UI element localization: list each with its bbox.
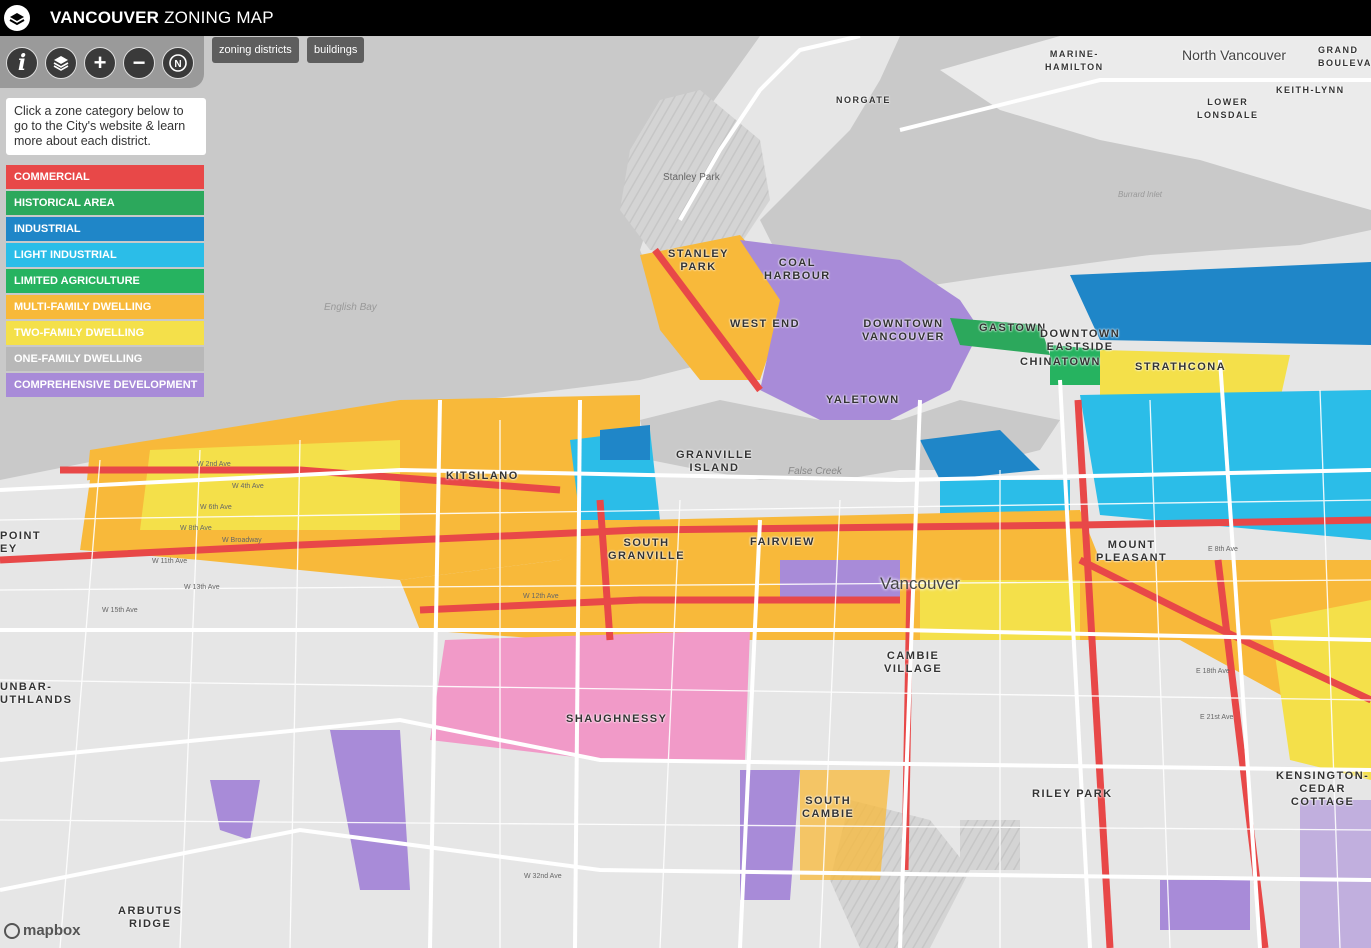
legend-item-limited-agriculture[interactable]: LIMITED AGRICULTURE [6,269,204,293]
zoom-out-button[interactable]: − [123,47,155,79]
street-label: E 8th Ave [1208,546,1238,553]
label-downtown: DOWNTOWN VANCOUVER [862,318,945,343]
street-label: W 6th Ave [200,504,232,511]
plus-icon: + [93,50,107,75]
layers-icon [53,56,69,71]
minus-icon: − [132,50,146,75]
street-label: W Broadway [222,537,262,544]
street-label: E 18th Ave [1196,668,1230,675]
label-fairview: FAIRVIEW [750,536,815,548]
label-grand-boulevard: GRANDBOULEVAR [1318,45,1371,68]
label-english-bay: English Bay [324,302,377,313]
label-arbutus-ridge: ARBUTUS RIDGE [118,905,183,930]
label-mount-pleasant: MOUNT PLEASANT [1096,539,1168,564]
label-granville-island: GRANVILLE ISLAND [676,449,754,474]
street-label: W 15th Ave [102,607,138,614]
tab-buildings[interactable]: buildings [307,37,365,63]
app-logo-icon [4,5,30,31]
shaughnessy-zone [430,630,750,760]
label-south-granville: SOUTH GRANVILLE [608,537,686,562]
info-button[interactable]: i [6,47,38,79]
tab-zoning-districts[interactable]: zoning districts [212,37,299,63]
label-shaughnessy: SHAUGHNESSY [566,713,668,725]
legend-item-light-industrial[interactable]: LIGHT INDUSTRIAL [6,243,204,267]
label-dunbar: UNBAR- UTHLANDS [0,681,73,706]
label-west-end: WEST END [730,318,801,330]
street-label: W 2nd Ave [197,461,231,468]
label-strathcona: STRATHCONA [1135,361,1227,373]
north-button[interactable]: N [162,47,194,79]
zoom-in-button[interactable]: + [84,47,116,79]
street-label: W 13th Ave [184,584,220,591]
street-label: W 12th Ave [523,593,559,600]
street-label: W 11th Ave [152,558,188,565]
label-downtown-eastside: DOWNTOWN EASTSIDE [1040,328,1121,353]
compass-icon: N [169,54,187,72]
info-icon: i [17,50,27,76]
layers-button[interactable] [45,47,77,79]
label-gastown: GASTOWN [979,322,1047,334]
label-kitsilano: KITSILANO [446,470,519,482]
street-label: W 32nd Ave [524,873,562,880]
label-burrard-inlet: Burrard Inlet [1118,190,1163,199]
label-north-vancouver: North Vancouver [1182,47,1287,63]
label-marine-hamilton: MARINE- HAMILTON [1045,49,1104,72]
app-title: VANCOUVER ZONING MAP [50,8,274,27]
label-kensington: KENSINGTON- CEDAR COTTAGE [1276,770,1370,808]
label-yaletown: YALETOWN [826,394,900,406]
zone-legend: COMMERCIAL HISTORICAL AREA INDUSTRIAL LIGHT… [6,165,204,399]
legend-item-comprehensive-development[interactable]: COMPREHENSIVE DEVELOPMENT [6,373,204,397]
label-point-grey: POINT EY [0,530,42,555]
label-lower-lonsdale: LOWER LONSDALE [1197,97,1259,120]
street-label: E 21st Ave [1200,714,1234,721]
label-coal-harbour: COAL HARBOUR [764,257,831,282]
legend-item-commercial[interactable]: COMMERCIAL [6,165,204,189]
label-vancouver: Vancouver [880,574,961,593]
legend-item-two-family-dwelling[interactable]: TWO-FAMILY DWELLING [6,321,204,345]
legend-item-industrial[interactable]: INDUSTRIAL [6,217,204,241]
legend-item-multi-family-dwelling[interactable]: MULTI-FAMILY DWELLING [6,295,204,319]
label-stanley-park: STANLEY PARK [668,248,730,273]
mapbox-attribution[interactable]: mapbox [4,922,81,939]
label-false-creek: False Creek [788,466,842,477]
label-stanley-park-place: Stanley Park [663,172,720,183]
top-bar: VANCOUVER ZONING MAP [0,0,1371,36]
street-label: W 4th Ave [232,483,264,490]
info-panel: Click a zone category below to go to the… [6,98,206,155]
label-riley-park: RILEY PARK [1032,788,1113,800]
zoning-map[interactable] [0,36,1371,948]
svg-text:N: N [174,59,181,70]
map-controls: i + − N [0,36,204,88]
legend-item-one-family-dwelling[interactable]: ONE-FAMILY DWELLING [6,347,204,371]
label-norgate: NORGATE [836,95,891,105]
mapbox-logo-icon [4,922,20,939]
legend-item-historical-area[interactable]: HISTORICAL AREA [6,191,204,215]
label-keith-lynn: KEITH-LYNN [1276,85,1345,95]
label-cambie-village: CAMBIE VILLAGE [884,650,943,675]
label-chinatown: CHINATOWN [1020,356,1101,368]
label-south-cambie: SOUTH CAMBIE [802,795,855,820]
street-label: W 8th Ave [180,525,212,532]
